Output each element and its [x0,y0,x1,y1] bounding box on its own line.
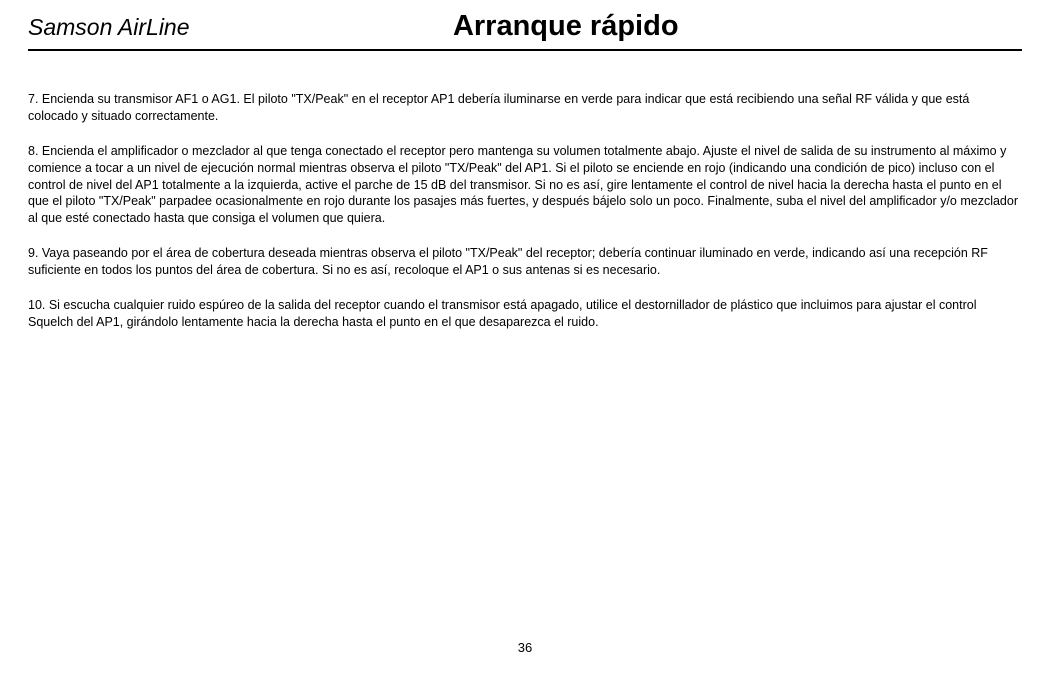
page: Samson AirLine Arranque rápido 7. Encien… [0,0,1050,675]
paragraph-7: 7. Encienda su transmisor AF1 o AG1. El … [28,91,1022,125]
paragraph-9: 9. Vaya paseando por el área de cobertur… [28,245,1022,279]
page-title: Arranque rápido [110,10,1022,43]
header-rule [28,49,1022,51]
page-number: 36 [0,640,1050,655]
body-text: 7. Encienda su transmisor AF1 o AG1. El … [28,91,1022,331]
paragraph-8: 8. Encienda el amplificador o mezclador … [28,143,1022,227]
paragraph-10: 10. Si escucha cualquier ruido espúreo d… [28,297,1022,331]
page-header: Samson AirLine Arranque rápido [28,10,1022,49]
